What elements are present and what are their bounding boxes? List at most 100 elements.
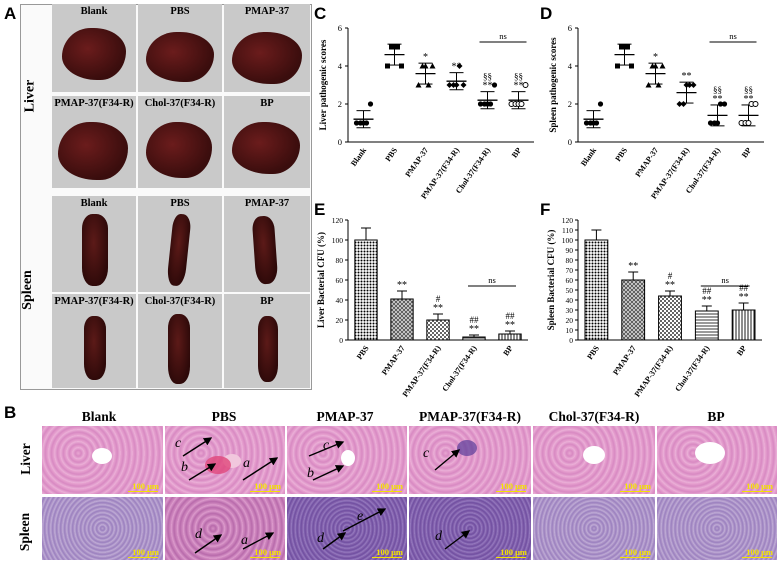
- significance-label: §§: [483, 72, 492, 82]
- arrow-label-c: c: [175, 436, 182, 451]
- data-point: [707, 120, 714, 126]
- scalebar-label: 100 μm: [746, 481, 773, 491]
- photo-spleen-pbs: PBS: [138, 196, 222, 292]
- x-tick-label: BP: [735, 344, 748, 358]
- data-point: [367, 101, 374, 107]
- x-tick-label: PBS: [585, 344, 601, 362]
- data-point: [597, 101, 604, 107]
- photo-spleen-pmap37f34r: PMAP-37(F34-R): [52, 294, 136, 388]
- y-tick-label: 80: [336, 256, 344, 265]
- y-tick-label: 50: [566, 286, 574, 295]
- data-point: [477, 101, 484, 107]
- chart-c-svg: 0 2 4 6 Liver pathogenic scores Blank PBS PMAP-…: [318, 23, 534, 201]
- arrow-label-b: b: [181, 460, 188, 475]
- data-point: [659, 63, 666, 69]
- data-point: [686, 82, 693, 88]
- data-point: [625, 44, 630, 50]
- significance-label: **: [628, 261, 638, 272]
- he-spleen-pbs: 100 μm d a: [165, 497, 285, 560]
- significance-label: #: [668, 271, 673, 281]
- he-liver-pmap37f34r: 100 μm c: [409, 426, 531, 494]
- chart-c: 0 2 4 6 Liver pathogenic scores Blank PBS PMAP-…: [312, 0, 542, 201]
- significance-label: §§: [744, 85, 753, 95]
- y-tick-label: 20: [566, 316, 574, 325]
- arrow-label-a: a: [243, 456, 250, 471]
- photo-title: Chol-37(F34-R): [144, 296, 216, 307]
- data-point: [717, 101, 724, 107]
- significance-label: *: [653, 52, 658, 63]
- bar: [694, 310, 719, 341]
- he-liver-pmap37: 100 μm c b: [287, 426, 407, 494]
- bar: [621, 279, 646, 341]
- x-tick-label: PMAP-37(F34-R): [633, 344, 675, 399]
- y-tick-label: 40: [566, 296, 574, 305]
- y-tick-label: 120: [332, 216, 344, 225]
- y-tick-label: 6: [568, 23, 572, 33]
- bar: [390, 298, 414, 341]
- y-axis-label: Liver pathogenic scores: [318, 39, 328, 130]
- data-point: [395, 44, 400, 50]
- bar: [731, 309, 756, 341]
- data-point: [446, 82, 453, 88]
- y-tick-label: 40: [336, 296, 344, 305]
- data-point: [487, 101, 494, 107]
- he-arrows: [434, 449, 461, 471]
- data-point: [714, 120, 721, 126]
- he-col-title-bp: BP: [707, 409, 725, 424]
- significance-label: **: [702, 295, 712, 306]
- data-point: [583, 120, 590, 126]
- data-point: [752, 101, 759, 107]
- y-tick-label: 60: [566, 276, 574, 285]
- arrow-label-c: c: [423, 446, 430, 461]
- arrow-label-e: e: [357, 509, 364, 524]
- y-tick-label: 120: [562, 216, 574, 225]
- significance-label: **: [682, 71, 692, 82]
- photo-liver-bp: BP: [224, 96, 310, 188]
- x-tick-label: PMAP-37: [403, 146, 430, 179]
- bar: [426, 319, 450, 341]
- significance-label: **: [665, 280, 675, 291]
- scalebar-label: 100 μm: [500, 547, 527, 557]
- arrow-label-b: b: [307, 466, 314, 481]
- significance-label: **: [505, 320, 515, 331]
- he-col-title-pmap37: PMAP-37: [316, 409, 374, 424]
- he-col-title-chol37f34r: Chol-37(F34-R): [548, 409, 640, 424]
- photo-title: PMAP-37(F34-R): [54, 296, 134, 307]
- scalebar-label: 100 μm: [746, 547, 773, 557]
- photo-liver-pmap37: PMAP-37: [224, 4, 310, 92]
- data-point: [385, 63, 390, 69]
- y-tick-label: 70: [566, 266, 574, 275]
- significance-label: **: [483, 81, 493, 92]
- data-point: [353, 120, 360, 126]
- photo-title: BP: [260, 98, 274, 109]
- y-tick-label: 4: [568, 61, 573, 71]
- photo-title: PMAP-37(F34-R): [54, 98, 134, 109]
- data-point: [491, 82, 498, 88]
- scalebar-label: 100 μm: [624, 481, 651, 491]
- data-point: [415, 82, 422, 88]
- x-tick-label: Blank: [349, 146, 368, 168]
- panel-label-f: F: [540, 200, 551, 219]
- photo-title: BP: [260, 296, 274, 307]
- x-tick-label: PBS: [355, 344, 371, 362]
- significance-label: **: [713, 94, 723, 105]
- data-point: [392, 44, 397, 50]
- data-point: [422, 63, 429, 69]
- y-tick-label: 10: [566, 326, 574, 335]
- significance-label: **: [514, 81, 524, 92]
- y-tick-label: 100: [562, 236, 574, 245]
- data-point: [363, 120, 370, 126]
- ns-label: ns: [488, 275, 496, 285]
- data-point: [629, 63, 634, 69]
- significance-label: §§: [713, 85, 722, 95]
- he-arrows: [308, 440, 345, 481]
- he-spleen-pmap37f34r: 100 μm d: [409, 497, 531, 560]
- he-col-title-pbs: PBS: [211, 409, 237, 424]
- data-point: [399, 63, 404, 69]
- data-point: [453, 82, 460, 88]
- x-tick-label: PMAP-37: [380, 344, 407, 377]
- photo-title: PBS: [170, 6, 190, 17]
- significance-label: ##: [739, 283, 749, 293]
- scalebar-label: 100 μm: [254, 481, 281, 491]
